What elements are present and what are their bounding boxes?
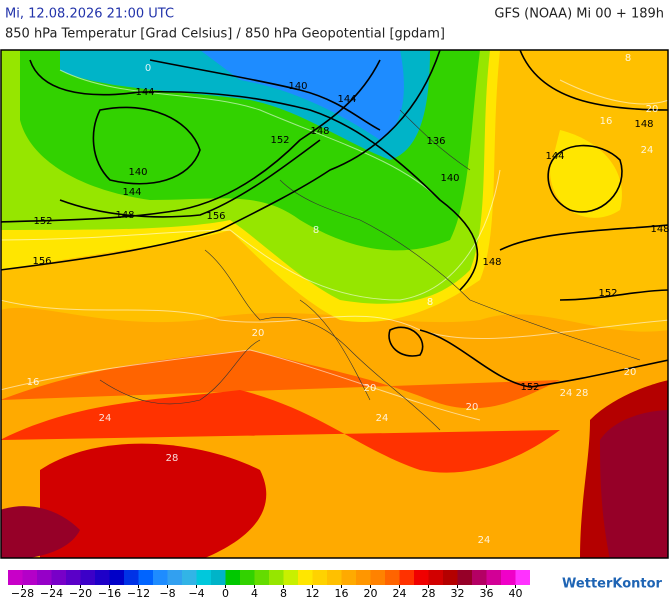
geopotential-label: 144 — [337, 94, 356, 105]
isotherm-label: 24 — [99, 413, 112, 424]
colorbar-swatch — [428, 570, 443, 585]
colorbar-swatch — [312, 570, 327, 585]
geopotential-label: 148 — [634, 119, 653, 130]
colorbar-tick-label: 36 — [480, 587, 494, 600]
isotherm-label: 20 — [646, 104, 659, 115]
colorbar-tick-label: −28 — [11, 587, 34, 600]
colorbar-swatch — [153, 570, 168, 585]
colorbar-tick-label: −16 — [98, 587, 121, 600]
colorbar: −28 −24 −20 −16 −12 −8 −4 0 4 8 12 16 20 24 28 32 36 40 — [8, 570, 530, 600]
geopotential-label: 144 — [135, 87, 154, 98]
map-labels: 140 144 144 148 152 136 140 144 140 144 148 148 156 1… — [27, 53, 669, 546]
geopotential-label: 136 — [426, 136, 445, 147]
colorbar-swatch — [240, 570, 255, 585]
colorbar-tick-label: 12 — [306, 587, 320, 600]
colorbar-swatch — [37, 570, 52, 585]
colorbar-swatch — [80, 570, 95, 585]
isotherm-label: 16 — [27, 377, 40, 388]
colorbar-tick-label: 0 — [222, 587, 229, 600]
geopotential-label: 148 — [310, 126, 329, 137]
colorbar-tick-label: −4 — [188, 587, 204, 600]
colorbar-swatch — [254, 570, 269, 585]
isotherm-label: 28 — [166, 453, 179, 464]
colorbar-swatch — [414, 570, 429, 585]
isotherm-label: 24 — [376, 413, 389, 424]
geopotential-label: 152 — [33, 216, 52, 227]
geopotential-label: 148 — [115, 210, 134, 221]
geopotential-label: 144 — [545, 151, 564, 162]
geopotential-label: 148 — [482, 257, 501, 268]
colorbar-swatch — [66, 570, 81, 585]
isotherm-label: 8 — [625, 53, 631, 64]
colorbar-tick-label: 32 — [451, 587, 465, 600]
colorbar-swatch — [472, 570, 487, 585]
geopotential-label: 148 — [650, 224, 669, 235]
isotherm-label: 20 — [466, 402, 479, 413]
geopotential-label: 152 — [520, 382, 539, 393]
colorbar-swatch — [22, 570, 37, 585]
isotherm-label: 28 — [576, 388, 589, 399]
geopotential-label: 140 — [288, 81, 307, 92]
colorbar-swatch — [225, 570, 240, 585]
colorbar-tick-label: −24 — [40, 587, 63, 600]
colorbar-swatch — [8, 570, 23, 585]
colorbar-swatch — [486, 570, 501, 585]
isotherm-label: 24 — [641, 145, 654, 156]
colorbar-swatch — [327, 570, 342, 585]
isotherm-label: 16 — [600, 116, 613, 127]
geopotential-label: 156 — [206, 211, 225, 222]
isotherm-label: 20 — [252, 328, 265, 339]
geopotential-label: 140 — [128, 167, 147, 178]
colorbar-swatch — [443, 570, 458, 585]
date: Mi, 12.08.2026 21:00 UTC — [5, 7, 174, 22]
model: GFS (NOAA) Mi 00 + 189h — [494, 7, 664, 22]
geopotential-label: 144 — [122, 187, 141, 198]
colorbar-swatch — [515, 570, 530, 585]
colorbar-swatch — [51, 570, 66, 585]
colorbar-swatch — [501, 570, 516, 585]
isotherm-label: 24 — [478, 535, 491, 546]
colorbar-tick-label: 16 — [335, 587, 349, 600]
colorbar-swatch — [95, 570, 110, 585]
colorbar-swatch — [341, 570, 356, 585]
colorbar-swatch — [298, 570, 313, 585]
colorbar-swatch — [283, 570, 298, 585]
colorbar-swatch — [196, 570, 211, 585]
colorbar-swatch — [109, 570, 124, 585]
colorbar-swatch — [211, 570, 226, 585]
map — [0, 49, 669, 559]
colorbar-tick-label: −8 — [159, 587, 175, 600]
geopotential-label: 140 — [440, 173, 459, 184]
geopotential-label: 152 — [270, 135, 289, 146]
colorbar-swatch — [370, 570, 385, 585]
geopotential-label: 152 — [598, 288, 617, 299]
isotherm-label: 20 — [364, 383, 377, 394]
logo: WetterKontor — [562, 577, 663, 592]
colorbar-tick-label: 40 — [509, 587, 523, 600]
subtitle: 850 hPa Temperatur [Grad Celsius] / 850 … — [5, 27, 445, 42]
isotherm-label: 20 — [624, 367, 637, 378]
colorbar-swatch — [182, 570, 197, 585]
colorbar-swatch — [269, 570, 284, 585]
colorbar-swatch — [385, 570, 400, 585]
colorbar-swatch — [399, 570, 414, 585]
colorbar-tick-label: 20 — [364, 587, 378, 600]
isotherm-label: 8 — [427, 297, 433, 308]
colorbar-swatch — [167, 570, 182, 585]
colorbar-tick-label: −12 — [127, 587, 150, 600]
colorbar-tick-label: 24 — [393, 587, 407, 600]
isotherm-label: 24 — [560, 388, 573, 399]
colorbar-swatch — [457, 570, 472, 585]
colorbar-tick-label: −20 — [69, 587, 92, 600]
isotherm-label: 8 — [313, 225, 319, 236]
geopotential-label: 156 — [32, 256, 51, 267]
colorbar-tick-label: 4 — [251, 587, 258, 600]
colorbar-tick-label: 28 — [422, 587, 436, 600]
colorbar-swatch — [124, 570, 139, 585]
colorbar-swatch — [356, 570, 371, 585]
colorbar-swatch — [138, 570, 153, 585]
colorbar-tick-label: 8 — [280, 587, 287, 600]
isotherm-label: 0 — [145, 63, 151, 74]
